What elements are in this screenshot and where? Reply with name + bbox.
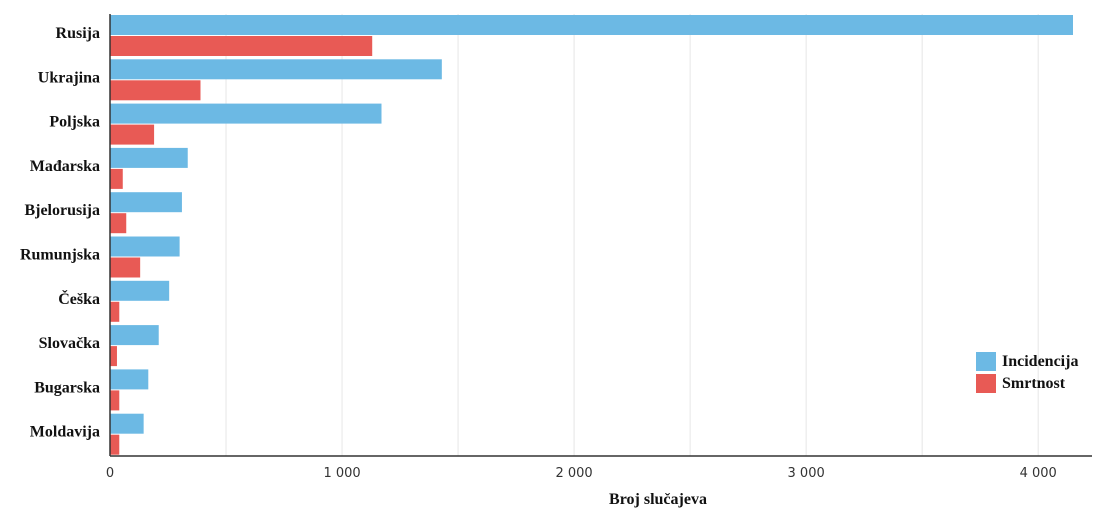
bar-incidencija — [110, 59, 442, 80]
bar-smrtnost — [110, 301, 120, 322]
category-label: Moldavija — [30, 424, 100, 441]
bar-incidencija — [110, 325, 159, 346]
bar-smrtnost — [110, 346, 117, 367]
x-tick-label: 0 — [106, 466, 114, 481]
bar-incidencija — [110, 15, 1073, 35]
x-tick-labels: 0 1 000 2 000 3 000 4 000 — [106, 466, 1057, 481]
x-tick-label: 4 000 — [1020, 466, 1057, 481]
category-label: Slovačka — [39, 335, 100, 352]
bar-incidencija — [110, 280, 170, 301]
x-tick-label: 1 000 — [323, 466, 360, 481]
legend-label-smrtnost: Smrtnost — [1002, 375, 1066, 392]
bar-incidencija — [110, 103, 382, 124]
x-tick-label: 2 000 — [555, 466, 592, 481]
bar-incidencija — [110, 147, 188, 168]
category-label: Ukrajina — [38, 69, 100, 86]
category-label: Rumunjska — [20, 247, 100, 264]
category-label: Mađarska — [30, 158, 100, 175]
gridlines — [225, 14, 1039, 456]
legend-swatch-incidencija — [976, 352, 996, 371]
bar-smrtnost — [110, 80, 201, 101]
bar-smrtnost — [110, 213, 127, 234]
bar-incidencija — [110, 236, 180, 257]
bar-smrtnost — [110, 434, 120, 455]
category-label: Bjelorusija — [24, 202, 100, 219]
bar-smrtnost — [110, 390, 120, 411]
x-axis-title: Broj slučajeva — [609, 491, 707, 508]
x-tick-label: 3 000 — [788, 466, 825, 481]
legend: Incidencija Smrtnost — [976, 352, 1078, 393]
category-labels: Rusija Ukrajina Poljska Mađarska Bjelorusija… — [20, 25, 100, 441]
category-label: Bugarska — [34, 379, 100, 396]
bar-incidencija — [110, 413, 144, 434]
category-label: Rusija — [56, 25, 100, 42]
bar-smrtnost — [110, 257, 141, 278]
bar-incidencija — [110, 192, 182, 213]
bar-incidencija — [110, 369, 149, 390]
bars — [110, 15, 1073, 455]
category-label: Češka — [58, 289, 100, 308]
category-label: Poljska — [49, 114, 100, 131]
legend-label-incidencija: Incidencija — [1002, 353, 1078, 370]
bar-smrtnost — [110, 124, 155, 145]
legend-swatch-smrtnost — [976, 374, 996, 393]
bar-smrtnost — [110, 36, 373, 56]
bar-smrtnost — [110, 168, 123, 189]
